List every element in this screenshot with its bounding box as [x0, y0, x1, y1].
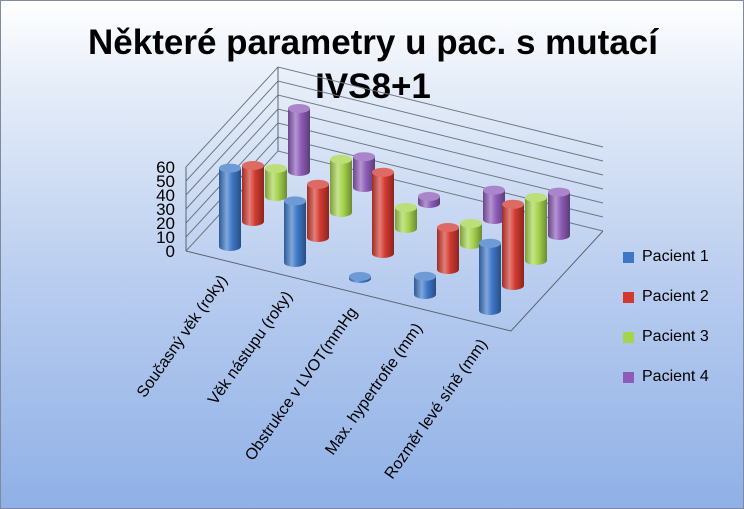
- bar-top: [418, 192, 440, 201]
- bar-body: [330, 159, 352, 217]
- bar: [548, 187, 570, 240]
- legend-item: Pacient 1: [623, 237, 709, 277]
- y-tick-label: 50: [156, 172, 175, 191]
- legend-swatch: [623, 251, 634, 263]
- bar-top: [395, 203, 417, 212]
- bar-top: [479, 238, 501, 248]
- bar-body: [525, 197, 547, 265]
- bar: [479, 238, 501, 315]
- bar-body: [437, 227, 459, 274]
- y-tick-label: 40: [156, 186, 175, 205]
- bar-body: [460, 223, 482, 249]
- bar: [372, 167, 394, 258]
- bar-body: [265, 168, 287, 202]
- bar-top: [288, 104, 310, 113]
- legend-label: Pacient 4: [642, 368, 709, 385]
- bar: [525, 193, 547, 265]
- bar-top: [483, 185, 505, 195]
- bar: [353, 152, 375, 193]
- bar-body: [395, 207, 417, 233]
- bar: [414, 271, 436, 299]
- bar-top: [353, 152, 375, 162]
- chart-title-line1: Některé parametry u pac. s mutací: [88, 23, 658, 62]
- bar-top: [460, 219, 482, 228]
- bar-top: [437, 223, 459, 232]
- bar-body: [372, 172, 394, 258]
- legend-swatch: [623, 291, 634, 303]
- bar-body: [548, 192, 570, 240]
- bar-body: [483, 190, 505, 224]
- y-tick-label: 20: [156, 214, 175, 233]
- bar-body: [479, 243, 501, 315]
- y-tick-label: 60: [156, 158, 175, 177]
- chart-title: Některé parametry u pac. s mutací IVS8+1: [1, 21, 743, 109]
- bar: [242, 161, 264, 226]
- bar-body: [307, 184, 329, 242]
- legend-label: Pacient 1: [642, 248, 709, 265]
- bar-body: [242, 165, 264, 226]
- bar-top: [414, 271, 436, 281]
- bar: [502, 199, 524, 290]
- x-tick-label: Věk nástupu (roky): [205, 288, 296, 408]
- bar-body: [284, 200, 306, 267]
- bar-body: [219, 168, 241, 251]
- y-tick-label: 10: [156, 228, 175, 247]
- bar-top: [502, 199, 524, 209]
- legend-item: Pacient 2: [623, 277, 709, 317]
- bar: [483, 185, 505, 224]
- bar-top: [525, 193, 547, 202]
- bar: [437, 223, 459, 274]
- bar-top: [548, 187, 570, 197]
- floor-edge: [185, 230, 604, 332]
- bar: [307, 179, 329, 242]
- bar: [418, 192, 440, 208]
- bar: [219, 163, 241, 251]
- bar-body: [414, 276, 436, 299]
- bar-top: [372, 167, 394, 177]
- bar-top: [242, 161, 264, 170]
- bar: [460, 219, 482, 249]
- bar: [330, 154, 352, 217]
- bar-top: [284, 196, 306, 206]
- bar-top: [265, 164, 287, 173]
- bar-top: [219, 163, 241, 173]
- legend-item: Pacient 3: [623, 317, 709, 357]
- legend-item: Pacient 4: [623, 357, 709, 397]
- legend-swatch: [623, 331, 634, 343]
- y-tick-label: 30: [156, 200, 175, 219]
- legend-swatch: [623, 371, 634, 383]
- bar: [349, 272, 371, 283]
- bar-top: [330, 154, 352, 164]
- legend: Pacient 1 Pacient 2 Pacient 3 Pacient 4: [623, 237, 709, 397]
- bar: [265, 164, 287, 202]
- legend-label: Pacient 2: [642, 288, 709, 305]
- bar-body: [502, 204, 524, 290]
- legend-label: Pacient 3: [642, 328, 709, 345]
- bar: [288, 104, 310, 176]
- bar-body: [288, 108, 310, 176]
- bar: [284, 196, 306, 267]
- bar-body: [353, 156, 375, 193]
- bar-top: [349, 272, 371, 281]
- bar-top: [307, 179, 329, 189]
- bar: [395, 203, 417, 233]
- y-tick-label: 0: [166, 242, 175, 261]
